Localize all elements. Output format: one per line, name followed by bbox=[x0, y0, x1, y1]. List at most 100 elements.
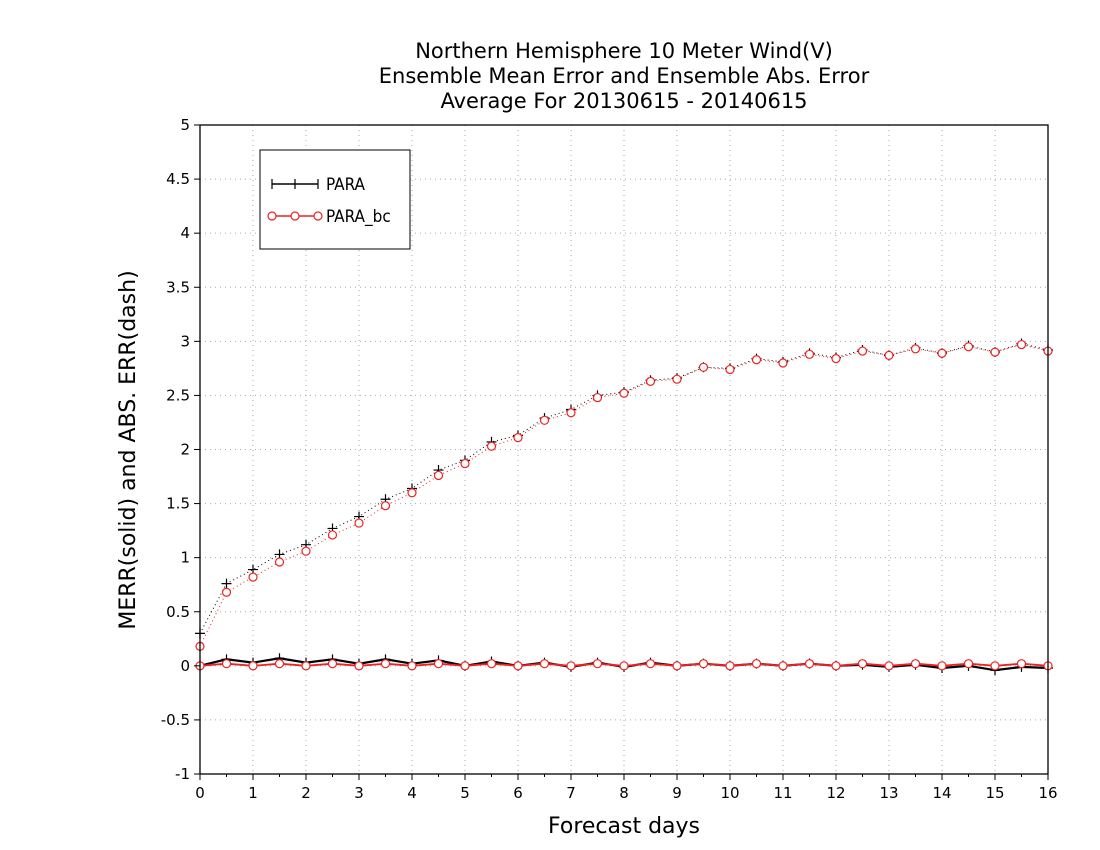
data-point-merr-para-bc bbox=[513, 661, 523, 671]
data-point-merr-para-bc bbox=[380, 659, 391, 669]
y-tick-label: 4 bbox=[180, 224, 190, 242]
data-point-merr-para-bc bbox=[566, 661, 576, 671]
data-point-merr-para-bc bbox=[725, 661, 735, 671]
data-point-merr-para-bc bbox=[698, 659, 709, 669]
x-tick-label: 10 bbox=[720, 784, 739, 802]
data-point-merr-para-bc bbox=[248, 661, 258, 671]
legend-label-para-bc: PARA_bc bbox=[326, 207, 391, 227]
y-tick-label: 4.5 bbox=[166, 170, 190, 188]
y-tick-label: -1 bbox=[175, 765, 190, 783]
data-point-merr-para-bc bbox=[990, 661, 1000, 671]
data-point-abs-err-para-bc bbox=[963, 342, 974, 352]
data-point-merr-para-bc bbox=[592, 659, 603, 669]
data-point-abs-err-para-bc bbox=[566, 408, 576, 418]
x-tick-label: 13 bbox=[879, 784, 898, 802]
data-point-merr-para-bc bbox=[645, 659, 656, 669]
data-point-abs-err-para-bc bbox=[619, 388, 629, 398]
data-point-abs-err-para-bc bbox=[592, 392, 603, 403]
x-tick-label: 0 bbox=[195, 784, 205, 802]
data-point-merr-para-bc bbox=[274, 659, 285, 669]
y-tick-label: 5 bbox=[180, 116, 190, 134]
chart-title-line-1: Northern Hemisphere 10 Meter Wind(V) bbox=[415, 39, 833, 63]
data-point-abs-err-para-bc bbox=[513, 433, 523, 443]
data-point-merr-para-bc bbox=[619, 661, 629, 671]
x-tick-label: 14 bbox=[932, 784, 951, 802]
legend-label-para: PARA bbox=[326, 175, 366, 195]
data-point-abs-err-para-bc bbox=[725, 364, 735, 375]
y-tick-label: 3.5 bbox=[166, 278, 190, 296]
y-tick-label: -0.5 bbox=[161, 711, 190, 729]
data-point-merr-para-bc bbox=[1016, 659, 1027, 669]
x-tick-label: 4 bbox=[407, 784, 417, 802]
x-tick-label: 16 bbox=[1038, 784, 1057, 802]
data-point-merr-para-bc bbox=[672, 661, 682, 671]
x-tick-label: 5 bbox=[460, 784, 470, 802]
data-point-abs-err-para-bc bbox=[221, 587, 232, 597]
data-point-abs-err-para-bc bbox=[274, 557, 285, 567]
y-tick-label: 0 bbox=[180, 657, 190, 675]
x-tick-label: 2 bbox=[301, 784, 311, 802]
x-tick-label: 1 bbox=[248, 784, 258, 802]
legend-box bbox=[259, 149, 411, 250]
data-point-merr-para-bc bbox=[539, 659, 550, 669]
data-point-merr-para-bc bbox=[937, 661, 947, 671]
data-point-abs-err-para-bc bbox=[937, 348, 947, 358]
data-point-abs-err-para-bc bbox=[460, 458, 470, 469]
data-point-merr-para-bc bbox=[857, 659, 868, 669]
data-point-abs-err-para-bc bbox=[804, 349, 815, 359]
x-tick-label: 9 bbox=[672, 784, 682, 802]
x-axis-label: Forecast days bbox=[548, 814, 700, 839]
data-point-merr-para-bc bbox=[804, 659, 815, 669]
data-point-merr-para-bc bbox=[884, 661, 894, 671]
y-axis-label: MERR(solid) and ABS. ERR(dash) bbox=[116, 270, 141, 629]
data-point-merr-para-bc bbox=[778, 661, 788, 671]
data-point-abs-err-para-bc bbox=[354, 518, 364, 528]
y-tick-label: 2.5 bbox=[166, 386, 190, 404]
data-point-abs-err-para-bc bbox=[248, 572, 258, 582]
data-point-merr-para-bc bbox=[407, 661, 417, 671]
data-point-abs-err-para-bc bbox=[539, 415, 550, 425]
y-tick-label: 0.5 bbox=[166, 603, 190, 621]
data-point-abs-err-para-bc bbox=[698, 362, 709, 372]
chart-title-line-2: Ensemble Mean Error and Ensemble Abs. Er… bbox=[379, 64, 870, 88]
data-point-merr-para-bc bbox=[221, 659, 232, 669]
data-point-merr-para-bc bbox=[301, 661, 311, 671]
plot-series bbox=[195, 338, 1053, 676]
data-point-merr-para-bc bbox=[963, 659, 974, 669]
data-point-merr-para-bc bbox=[910, 659, 921, 669]
x-tick-label: 15 bbox=[985, 784, 1004, 802]
data-point-abs-err-para-bc bbox=[884, 350, 894, 360]
data-point-merr-para-bc bbox=[460, 661, 470, 671]
data-point-abs-err-para-bc bbox=[857, 346, 868, 356]
data-point-merr-para-bc bbox=[433, 659, 444, 669]
data-point-merr-para-bc bbox=[831, 661, 841, 671]
series-line-abs-err-para bbox=[199, 342, 1049, 634]
data-point-abs-err-para-bc bbox=[751, 355, 762, 365]
data-point-abs-err-para-bc bbox=[301, 546, 311, 556]
data-point-merr-para-bc bbox=[354, 661, 364, 671]
axes: 0 1 2 3 4 5 6 7 8 9 10 11 12 13 14 15 16-1-0.500.511.522… bbox=[161, 116, 1058, 802]
legend-marker-para bbox=[271, 179, 319, 189]
data-point-abs-err-para-bc bbox=[778, 358, 788, 368]
y-tick-label: 2 bbox=[180, 441, 190, 459]
data-point-abs-err-para-bc bbox=[380, 501, 391, 511]
data-point-abs-err-para-bc bbox=[990, 347, 1000, 357]
data-point-abs-err-para-bc bbox=[1016, 339, 1027, 350]
x-tick-label: 6 bbox=[513, 784, 523, 802]
x-tick-label: 3 bbox=[354, 784, 364, 802]
y-tick-label: 3 bbox=[180, 332, 190, 350]
data-point-abs-err-para-bc bbox=[433, 470, 444, 481]
x-tick-label: 7 bbox=[566, 784, 576, 802]
legend-marker-para-bc bbox=[267, 211, 323, 221]
x-tick-label: 12 bbox=[826, 784, 845, 802]
data-point-abs-err-para-bc bbox=[645, 376, 656, 386]
data-point-merr-para-bc bbox=[751, 659, 762, 669]
data-point-abs-err-para-bc bbox=[672, 374, 682, 384]
legend: PARA PARA_bc bbox=[259, 149, 411, 250]
data-point-abs-err-para bbox=[221, 578, 232, 589]
data-point-abs-err-para-bc bbox=[831, 354, 841, 364]
y-tick-label: 1 bbox=[180, 549, 190, 567]
chart-title-line-3: Average For 20130615 - 20140615 bbox=[440, 89, 807, 113]
y-tick-label: 1.5 bbox=[166, 495, 190, 513]
